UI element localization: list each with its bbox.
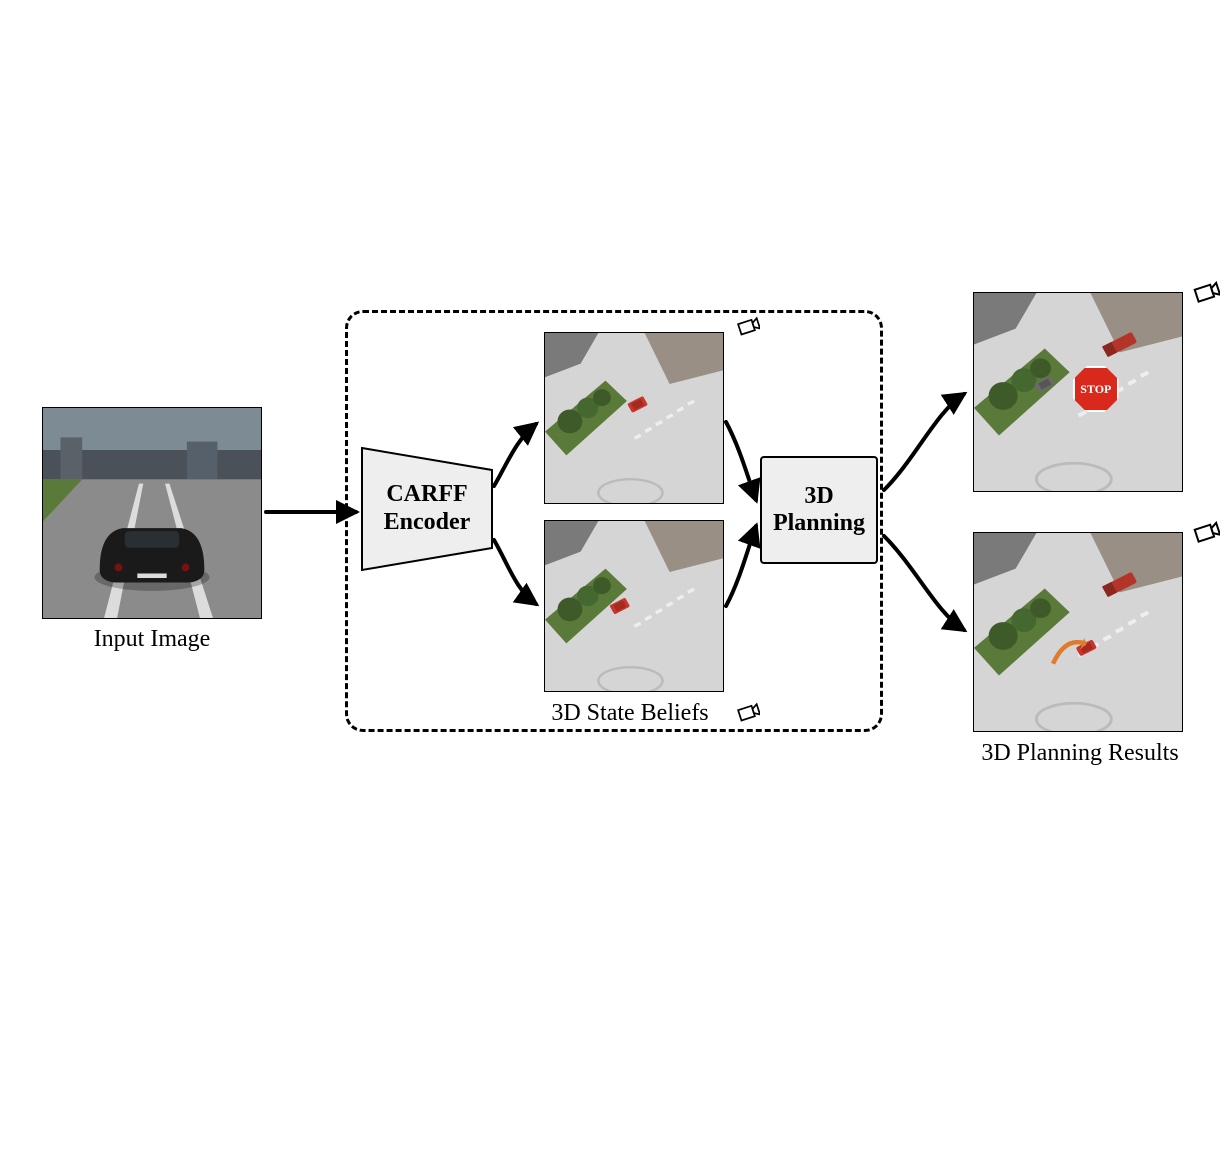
planning-label-line1: 3D <box>773 483 865 510</box>
state-belief-bottom <box>544 520 724 692</box>
planning-result-top: STOP <box>973 292 1183 492</box>
planning-label-line2: Planning <box>773 510 865 537</box>
input-image <box>42 407 262 619</box>
planning-results-label: 3D Planning Results <box>960 740 1200 767</box>
svg-text:Encoder: Encoder <box>384 509 471 535</box>
diagram-canvas: Input Image CARFF Encoder 3D State Belie… <box>0 0 1224 1166</box>
carff-encoder-block: CARFF Encoder <box>360 446 494 572</box>
camera-icon <box>734 700 760 726</box>
camera-icon <box>1190 518 1220 548</box>
input-image-label: Input Image <box>42 626 262 653</box>
input-scene-svg <box>43 408 261 618</box>
planning-block: 3D Planning <box>760 456 878 564</box>
svg-text:CARFF: CARFF <box>386 481 467 507</box>
stop-sign-text: STOP <box>1080 382 1111 397</box>
aerial-scene-svg <box>545 333 723 503</box>
aerial-scene-svg <box>974 533 1182 731</box>
camera-icon <box>1190 278 1220 308</box>
planning-result-bottom <box>973 532 1183 732</box>
state-belief-top <box>544 332 724 504</box>
stop-sign-icon: STOP <box>1073 366 1119 412</box>
state-beliefs-label: 3D State Beliefs <box>520 700 740 727</box>
camera-icon <box>734 314 760 340</box>
aerial-scene-svg <box>545 521 723 691</box>
